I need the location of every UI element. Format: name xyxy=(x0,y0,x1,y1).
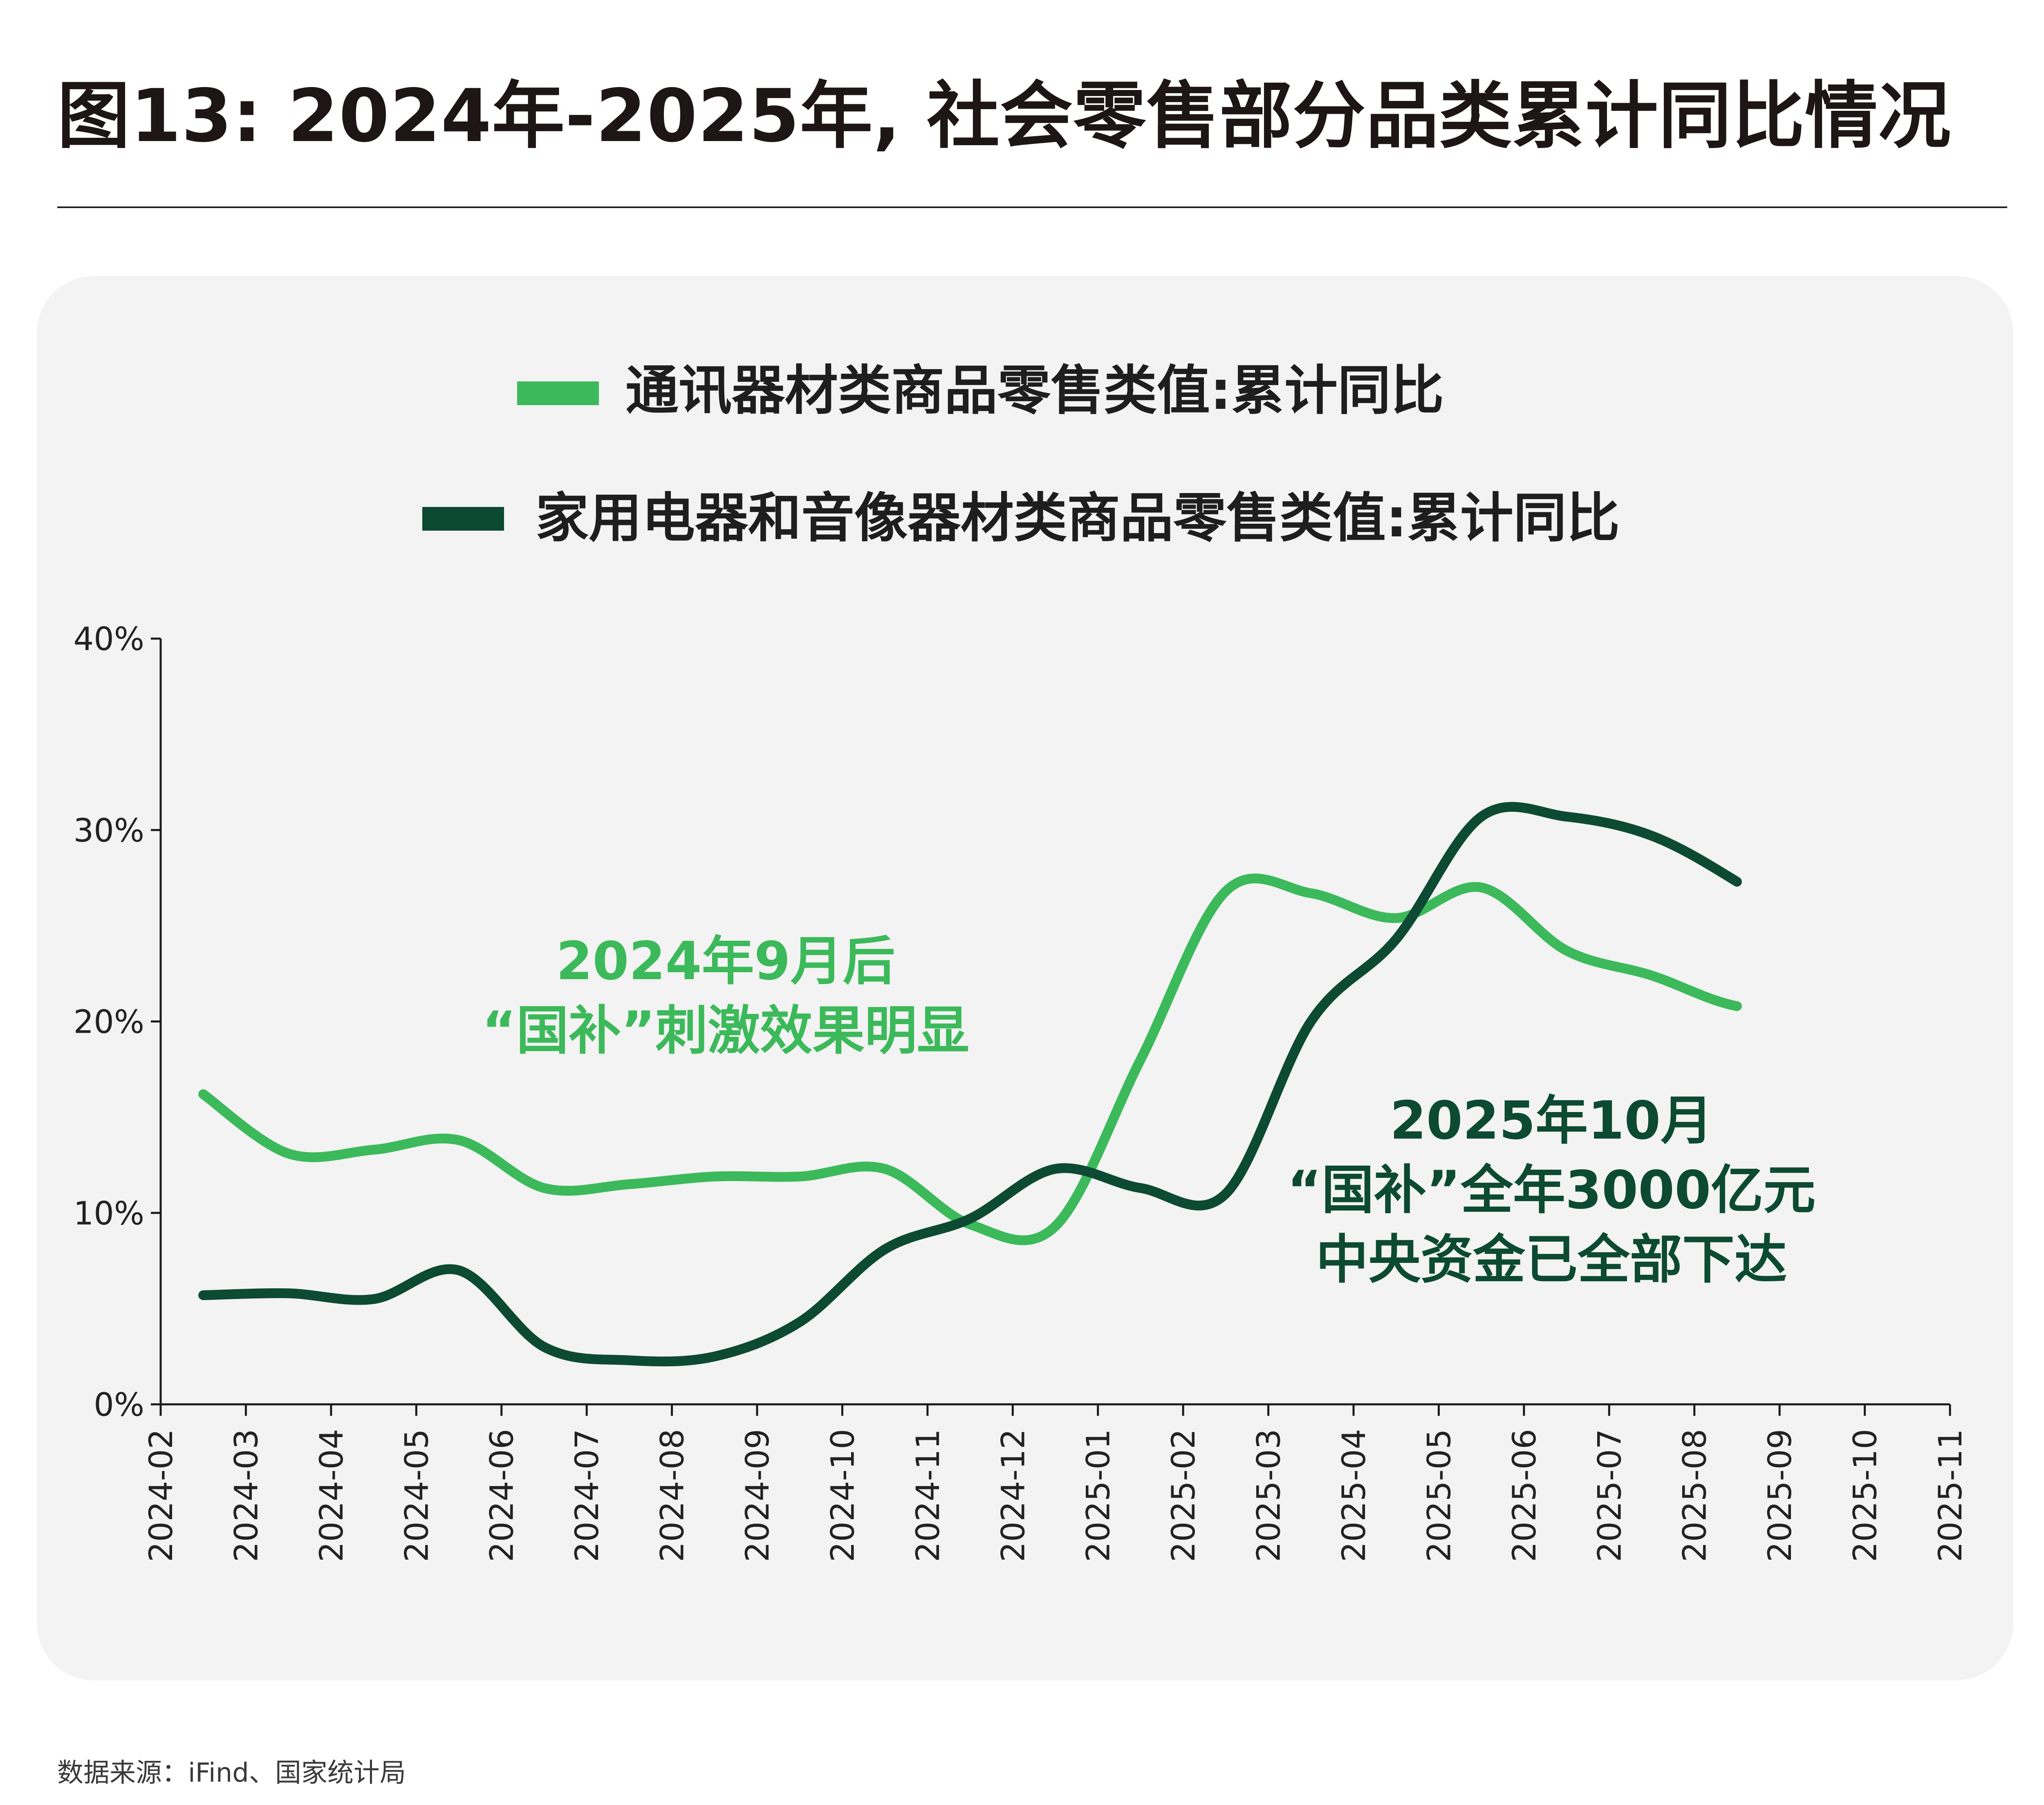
y-tick-label: 30% xyxy=(74,812,144,849)
x-tick-label: 2025-03 xyxy=(1251,1429,1288,1562)
x-tick-label: 2025-06 xyxy=(1506,1429,1543,1562)
series-layer xyxy=(198,802,1742,1367)
figure-title: 图13: 2024年-2025年, 社会零售部分品类累计同比情况 xyxy=(57,74,1952,158)
legend-label-appliance: 家用电器和音像器材类商品零售类值:累计同比 xyxy=(536,487,1620,549)
x-tick-label: 2025-04 xyxy=(1336,1429,1373,1562)
series-line-appliance xyxy=(198,802,1742,1367)
annotation-line: “国补”刺激效果明显 xyxy=(482,1000,969,1061)
x-tick-label: 2024-03 xyxy=(228,1429,265,1562)
annotation-line: 2025年10月 xyxy=(1390,1090,1713,1151)
legend-swatch-appliance xyxy=(422,507,504,531)
x-tick-label: 2024-11 xyxy=(910,1429,947,1562)
x-tick-label: 2024-04 xyxy=(314,1429,350,1562)
x-tick-label: 2024-08 xyxy=(654,1429,691,1562)
x-tick-label: 2025-08 xyxy=(1677,1429,1714,1562)
x-tick-label: 2024-12 xyxy=(995,1429,1032,1562)
chart-panel xyxy=(37,276,2013,1680)
chart-legend: 通讯器材类商品零售类值:累计同比 家用电器和音像器材类商品零售类值:累计同比 xyxy=(422,359,1620,549)
annotation-line: 中央资金已全部下达 xyxy=(1316,1229,1787,1290)
x-tick-label: 2025-05 xyxy=(1421,1429,1458,1562)
x-tick-label: 2024-07 xyxy=(569,1429,606,1562)
legend-label-communication: 通讯器材类商品零售类值:累计同比 xyxy=(625,359,1444,422)
data-source: 数据来源：iFind、国家统计局 xyxy=(57,1758,406,1788)
annotation-subsidy-effect: 2024年9月后 “国补”刺激效果明显 xyxy=(482,931,969,1061)
annotation-line: “国补”全年3000亿元 xyxy=(1287,1160,1816,1221)
y-tick-label: 10% xyxy=(74,1195,144,1232)
x-tick-label: 2024-09 xyxy=(740,1429,776,1562)
x-tick-label: 2025-10 xyxy=(1847,1429,1884,1562)
x-tick-label: 2024-05 xyxy=(399,1429,435,1562)
chart-axes: 0% 10% 20% 30% 40% 2024-02 2024-03 2024-04 2024-… xyxy=(74,621,1969,1562)
legend-swatch-communication xyxy=(517,381,599,405)
x-tick-label: 2024-02 xyxy=(143,1429,180,1562)
series-line-communication xyxy=(198,873,1742,1245)
x-tick-label: 2025-07 xyxy=(1591,1429,1628,1562)
x-tick-label: 2024-10 xyxy=(825,1429,861,1562)
x-tick-label: 2025-11 xyxy=(1932,1429,1969,1562)
y-tick-label: 20% xyxy=(74,1004,144,1041)
x-tick-label: 2025-01 xyxy=(1080,1429,1117,1562)
x-tick-label: 2024-06 xyxy=(484,1429,521,1562)
title-divider xyxy=(57,206,2007,208)
y-tick-label: 0% xyxy=(94,1387,144,1424)
x-tick-label: 2025-02 xyxy=(1165,1429,1202,1562)
x-tick-label: 2025-09 xyxy=(1762,1429,1799,1562)
y-tick-label: 40% xyxy=(74,621,144,658)
annotation-line: 2024年9月后 xyxy=(556,931,895,992)
